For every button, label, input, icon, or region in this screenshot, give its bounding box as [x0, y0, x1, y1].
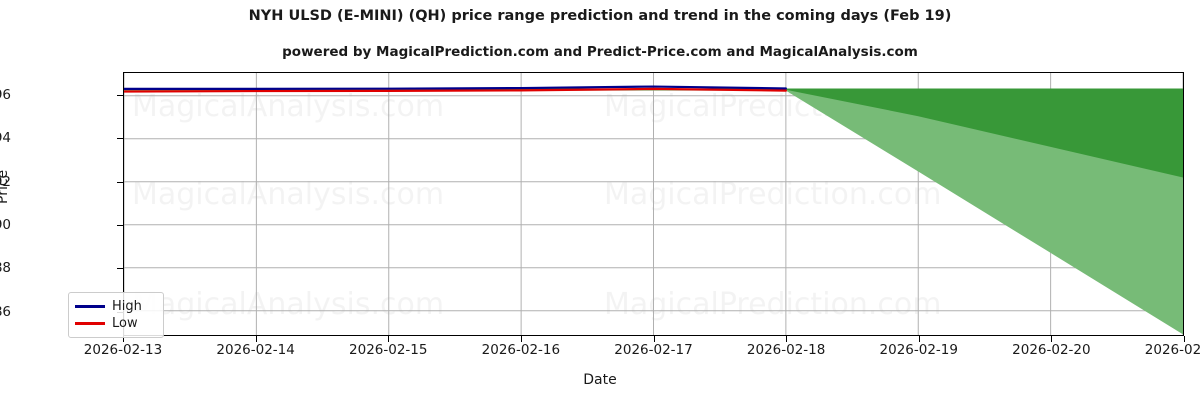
y-axis-tick-label: 0.94 — [0, 130, 11, 147]
y-axis-tick-label: 0.96 — [0, 86, 11, 103]
legend-swatch-low — [75, 322, 105, 325]
x-axis-tick-label: 2026-02-20 — [1012, 342, 1091, 358]
x-axis-tick-label: 2026-02-16 — [481, 342, 561, 358]
y-axis-tick-mark — [117, 224, 123, 226]
chart-legend[interactable]: High Low — [68, 292, 164, 338]
y-axis-tick-mark — [117, 268, 123, 270]
x-axis-tick-label: 2026-02-19 — [879, 342, 958, 358]
y-axis-tick-label: 0.92 — [0, 173, 11, 190]
x-axis-tick-mark — [388, 336, 390, 342]
x-axis-tick-mark — [520, 336, 522, 342]
series-line-low — [124, 89, 786, 92]
x-axis-tick-mark — [786, 336, 788, 342]
y-axis-tick-mark — [117, 94, 123, 96]
x-axis-tick-label: 2026-02-15 — [349, 342, 428, 358]
x-axis-tick-mark — [653, 336, 655, 342]
x-axis-tick-mark — [255, 336, 257, 342]
x-axis-tick-mark — [123, 336, 124, 342]
legend-swatch-high — [75, 305, 105, 308]
chart-title: NYH ULSD (E-MINI) (QH) price range predi… — [248, 8, 952, 24]
x-axis-tick-mark — [1051, 336, 1053, 342]
y-axis-tick-mark — [117, 181, 123, 183]
chart-subtitle: powered by MagicalPrediction.com and Pre… — [282, 44, 918, 60]
x-axis-tick-label: 2026-02-21 — [1144, 342, 1200, 358]
series-line-high — [124, 87, 786, 89]
legend-label: Low — [112, 316, 138, 331]
legend-item-low[interactable]: Low — [75, 315, 157, 332]
legend-item-high[interactable]: High — [75, 298, 157, 315]
plot-svg — [124, 73, 1183, 335]
legend-label: High — [112, 299, 142, 314]
plot-area: MagicalAnalysis.comMagicalPrediction.com… — [123, 72, 1184, 336]
forecast-band-inner — [124, 88, 1183, 178]
x-axis-tick-label: 2026-02-14 — [216, 342, 295, 358]
x-axis-tick-label: 2026-02-13 — [83, 342, 163, 358]
y-axis-tick-mark — [117, 138, 123, 140]
x-axis-tick-mark — [918, 336, 920, 342]
y-axis-tick-label: 0.86 — [0, 303, 11, 320]
x-axis-tick-label: 2026-02-18 — [746, 342, 826, 358]
y-axis-tick-label: 0.90 — [0, 216, 11, 233]
x-axis-label: Date — [583, 372, 617, 388]
x-axis-tick-label: 2026-02-17 — [614, 342, 693, 358]
y-axis-tick-label: 0.88 — [0, 260, 11, 277]
forecast-band-outer — [124, 88, 1183, 335]
x-axis-tick-mark — [1184, 336, 1185, 342]
